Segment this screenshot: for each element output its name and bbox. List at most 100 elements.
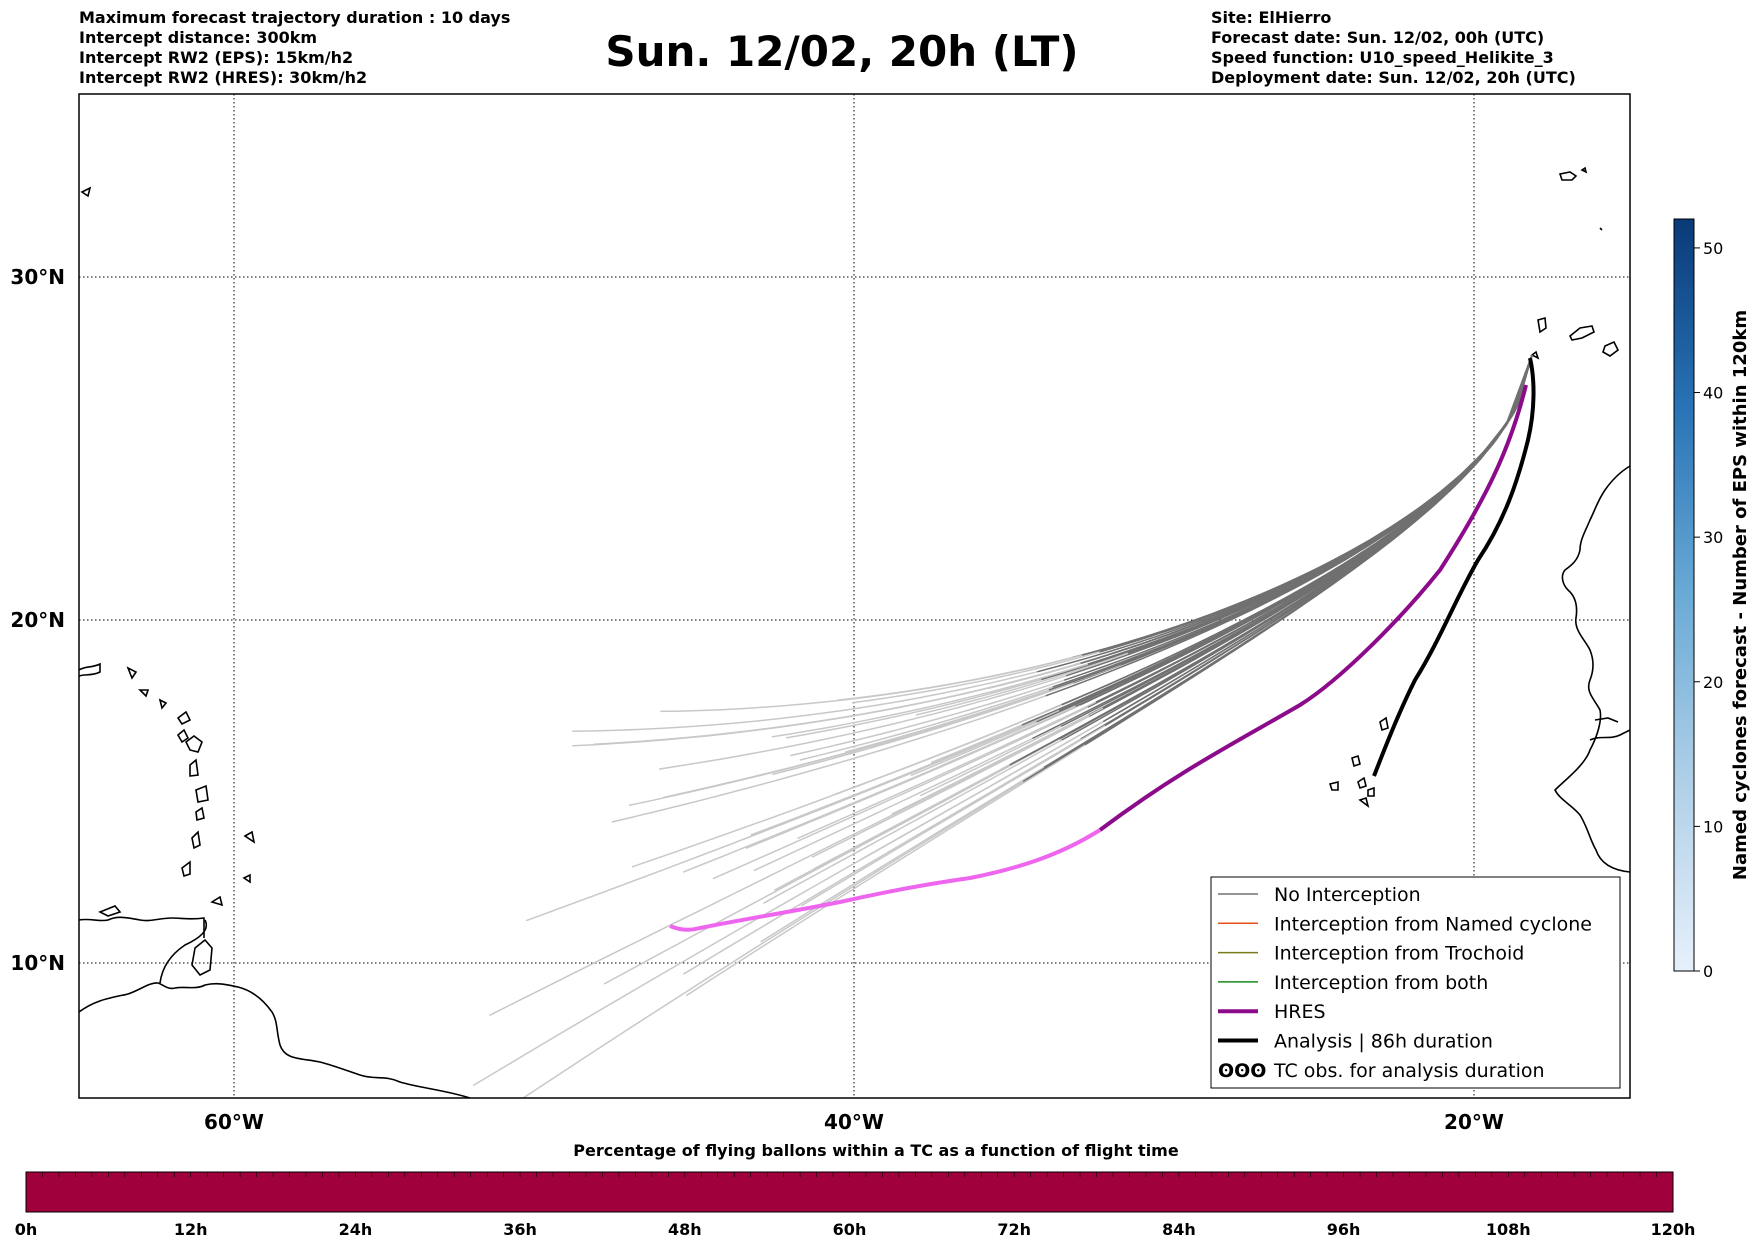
island-cape-verde-6	[1358, 796, 1370, 808]
island-cape-verde-3	[1328, 780, 1339, 791]
island-small-4	[80, 186, 92, 198]
coastline-africa-3	[1594, 717, 1619, 723]
lon-tick-label: 40°W	[824, 1110, 884, 1134]
eps-track-late	[919, 725, 1062, 797]
eps-track-late	[771, 663, 1089, 738]
island-antilles-2	[189, 758, 199, 777]
eps-track-late	[472, 720, 1104, 1087]
eps-track-late	[572, 671, 1038, 733]
island-cape-verde-4	[1351, 754, 1361, 768]
trajectory-tracks	[472, 354, 1536, 1098]
coastline-caribbean-shore	[79, 916, 205, 938]
lat-tick-label: 30°N	[10, 265, 65, 289]
colorbar-flight-time-tick-label: 24h	[339, 1220, 373, 1239]
colorbar-flight-time-tick-label: 72h	[997, 1220, 1031, 1239]
eps-track-late	[603, 738, 1060, 985]
island-canary-1	[1537, 316, 1547, 334]
eps-track-late	[712, 706, 1089, 880]
island-trinidad	[191, 938, 213, 977]
hres-track-late	[669, 828, 1102, 932]
coastline-venezuela-gulf	[159, 919, 207, 984]
island-antilles-3	[195, 784, 209, 803]
island-antilles-1	[184, 735, 203, 753]
island-tobago	[210, 895, 224, 907]
colorbar-flight-time-scale	[25, 1171, 1674, 1213]
colorbar-tick-label: 20	[1703, 673, 1723, 692]
eps-track-late	[800, 724, 1106, 907]
legend-label: No Interception	[1274, 884, 1421, 906]
colorbar-tick-label: 40	[1703, 384, 1723, 403]
eps-track-late	[811, 715, 1090, 858]
eps-track-late	[683, 738, 1082, 975]
legend-label: HRES	[1274, 1001, 1326, 1023]
colorbar-flight-time: Percentage of flying ballons within a TC…	[15, 1141, 1696, 1239]
eps-track-late	[799, 686, 1053, 761]
eps-track-late	[489, 707, 1104, 1017]
colorbar-tick-label: 0	[1703, 962, 1713, 981]
colorbar-tick-label: 30	[1703, 528, 1723, 547]
analysis-track	[1372, 357, 1536, 777]
lat-tick-label: 20°N	[10, 608, 65, 632]
island-barbados	[242, 873, 251, 884]
lat-tick-label: 10°N	[10, 951, 65, 975]
eps-track-late	[658, 675, 1067, 770]
island-small-3	[243, 830, 256, 844]
hres-track	[1098, 384, 1528, 832]
colorbar-flight-time-tick-label: 120h	[1651, 1220, 1696, 1239]
eps-track-late	[915, 652, 1129, 716]
map-axis-labels: 60°W 40°W 20°W 30°N 20°N 10°N	[10, 265, 1504, 1134]
island-canary-2	[1568, 325, 1595, 341]
legend-box	[1210, 876, 1621, 1089]
eps-track-late	[845, 689, 1050, 753]
eps-track-late	[987, 662, 1081, 690]
lon-tick-label: 60°W	[204, 1110, 264, 1134]
eps-track-late	[685, 744, 1086, 997]
header-right-line: Speed function: U10_speed_Helikite_3	[1211, 48, 1554, 67]
map-title-container: Sun. 12/02, 20h (LT)	[0, 24, 1752, 80]
legend-label: Analysis | 86h duration	[1274, 1031, 1493, 1053]
eps-track-late	[631, 704, 1063, 868]
legend-symbol: ʘʘʘ	[1218, 1060, 1266, 1082]
coastlines	[79, 166, 1630, 1098]
header-left-info: Maximum forecast trajectory duration : 1…	[79, 8, 510, 88]
island-puerto-rico	[79, 662, 101, 677]
island-canary-3	[1602, 340, 1620, 357]
eps-track	[1081, 354, 1533, 656]
eps-track-late	[763, 739, 1062, 904]
header-right-line: Deployment date: Sun. 12/02, 20h (UTC)	[1211, 68, 1576, 87]
header-right-line: Site: ElHierro	[1211, 8, 1332, 27]
eps-track-late	[525, 709, 1060, 922]
island-small-2	[158, 698, 168, 710]
eps-track-late	[910, 721, 1037, 777]
coastline-africa	[1554, 465, 1630, 873]
coastline-africa-2	[1589, 729, 1630, 741]
header-left-line: Intercept RW2 (HRES): 30km/h2	[79, 68, 368, 87]
eps-track-late	[930, 724, 1023, 764]
island-cape-verde-5	[1367, 786, 1375, 797]
header-left-line: Maximum forecast trajectory duration : 1…	[79, 8, 511, 27]
colorbar-cyclones-label: Named cyclones forecast - Number of EPS …	[1730, 310, 1751, 880]
eps-track-late	[521, 780, 1024, 1098]
colorbar-flight-time-tick-label: 108h	[1486, 1220, 1531, 1239]
coastline-south-america	[79, 982, 471, 1098]
colorbar-flight-time-tick-label: 12h	[174, 1220, 208, 1239]
island-antilles-5	[191, 830, 201, 850]
legend-label: TC obs. for analysis duration	[1273, 1060, 1545, 1082]
island-curacao	[98, 905, 122, 917]
colorbar-flight-time-tick-label: 36h	[503, 1220, 537, 1239]
legend: No Interception Interception from Named c…	[1210, 876, 1621, 1089]
map-frame	[78, 93, 1631, 1099]
header-left-line: Intercept distance: 300km	[79, 28, 318, 47]
colorbar-flight-time-tick-label: 48h	[668, 1220, 702, 1239]
colorbar-flight-time-label: Percentage of flying ballons within a TC…	[573, 1141, 1179, 1160]
colorbar-flight-time-tick-label: 96h	[1327, 1220, 1361, 1239]
eps-track-late	[940, 705, 1076, 767]
island-antilles-6	[181, 860, 191, 878]
colorbar-cyclones-scale	[1673, 218, 1695, 972]
island-small-5	[1599, 227, 1603, 231]
eps-track-late	[760, 766, 1045, 943]
eps-track	[1009, 354, 1533, 766]
island-madeira	[1558, 171, 1578, 181]
eps-track-late	[774, 764, 1011, 891]
